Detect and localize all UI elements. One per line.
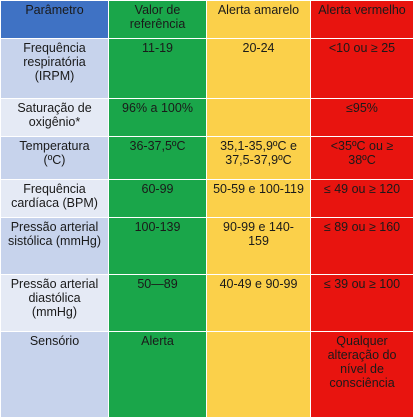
reference-cell: 100-139: [109, 218, 207, 275]
param-cell: Temperatura (ºC): [1, 137, 109, 180]
red-alert-cell: Qualquer alteração do nível de consciênc…: [311, 332, 413, 418]
header-alerta-vermelho: Alerta vermelho: [311, 1, 413, 39]
table-row: Pressão arterial diastólica (mmHg) 50—89…: [1, 275, 413, 332]
param-cell: Saturação de oxigênio*: [1, 99, 109, 137]
header-parametro: Parâmetro: [1, 1, 109, 39]
table-row: Frequência respiratória (IRPM) 11-19 20-…: [1, 39, 413, 99]
table-row: Sensório Alerta Qualquer alteração do ní…: [1, 332, 413, 418]
yellow-alert-cell: [207, 332, 311, 418]
reference-cell: 50—89: [109, 275, 207, 332]
red-alert-cell: ≤ 89 ou ≥ 160: [311, 218, 413, 275]
red-alert-cell: ≤ 39 ou ≥ 100: [311, 275, 413, 332]
reference-cell: 60-99: [109, 180, 207, 218]
yellow-alert-cell: 20-24: [207, 39, 311, 99]
yellow-alert-cell: 40-49 e 90-99: [207, 275, 311, 332]
yellow-alert-cell: [207, 99, 311, 137]
yellow-alert-cell: 50-59 e 100-119: [207, 180, 311, 218]
header-alerta-amarelo: Alerta amarelo: [207, 1, 311, 39]
red-alert-cell: <10 ou ≥ 25: [311, 39, 413, 99]
reference-cell: 11-19: [109, 39, 207, 99]
param-cell: Sensório: [1, 332, 109, 418]
table-row: Temperatura (ºC) 36-37,5ºC 35,1-35,9ºC e…: [1, 137, 413, 180]
red-alert-cell: ≤95%: [311, 99, 413, 137]
yellow-alert-cell: 35,1-35,9ºC e 37,5-37,9ºC: [207, 137, 311, 180]
param-cell: Pressão arterial diastólica (mmHg): [1, 275, 109, 332]
header-row: Parâmetro Valor de referência Alerta ama…: [1, 1, 413, 39]
reference-cell: Alerta: [109, 332, 207, 418]
table-row: Pressão arterial sistólica (mmHg) 100-13…: [1, 218, 413, 275]
header-valor-referencia: Valor de referência: [109, 1, 207, 39]
table-row: Saturação de oxigênio* 96% a 100% ≤95%: [1, 99, 413, 137]
reference-cell: 36-37,5ºC: [109, 137, 207, 180]
red-alert-cell: <35ºC ou ≥ 38ºC: [311, 137, 413, 180]
yellow-alert-cell: 90-99 e 140-159: [207, 218, 311, 275]
table-row: Frequência cardíaca (BPM) 60-99 50-59 e …: [1, 180, 413, 218]
param-cell: Pressão arterial sistólica (mmHg): [1, 218, 109, 275]
param-cell: Frequência respiratória (IRPM): [1, 39, 109, 99]
param-cell: Frequência cardíaca (BPM): [1, 180, 109, 218]
reference-cell: 96% a 100%: [109, 99, 207, 137]
red-alert-cell: ≤ 49 ou ≥ 120: [311, 180, 413, 218]
